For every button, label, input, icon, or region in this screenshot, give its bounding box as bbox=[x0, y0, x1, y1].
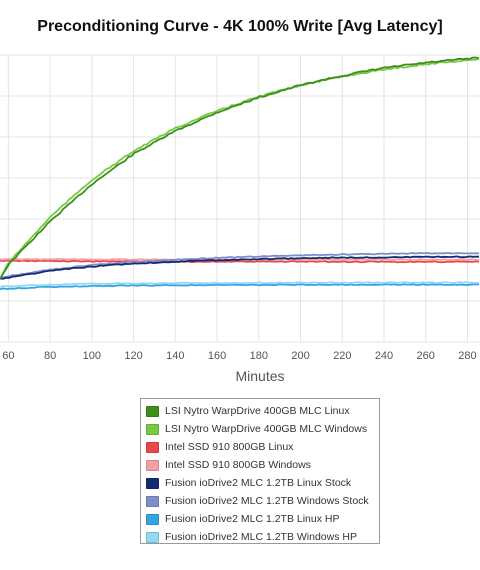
x-tick-label: 220 bbox=[333, 350, 351, 362]
chart-grid bbox=[0, 54, 480, 343]
legend-item[interactable]: Intel SSD 910 800GB Windows bbox=[146, 456, 379, 474]
x-axis-label: Minutes bbox=[235, 368, 285, 384]
x-tick-label: 60 bbox=[2, 350, 14, 362]
x-tick-label: 160 bbox=[208, 350, 226, 362]
x-tick-label: 240 bbox=[375, 350, 393, 362]
legend-swatch bbox=[146, 531, 159, 543]
legend-label: Fusion ioDrive2 MLC 1.2TB Linux Stock bbox=[165, 477, 352, 489]
series-line-2 bbox=[0, 57, 480, 280]
x-tick-label: 280 bbox=[458, 350, 476, 362]
series-line-3 bbox=[0, 259, 480, 264]
series-line-1 bbox=[0, 56, 480, 280]
x-tick-label: 260 bbox=[417, 350, 435, 362]
legend-swatch bbox=[146, 495, 159, 507]
x-tick-label: 100 bbox=[83, 350, 101, 362]
legend-item[interactable]: Fusion ioDrive2 MLC 1.2TB Linux HP bbox=[146, 510, 379, 528]
chart-title: Preconditioning Curve - 4K 100% Write [A… bbox=[37, 18, 443, 35]
legend-label: Fusion ioDrive2 MLC 1.2TB Windows HP bbox=[165, 531, 357, 543]
x-axis-ticks: 60 80 100 120 140 160 180 200 220 240 260 280 bbox=[2, 350, 476, 362]
series-line-7 bbox=[0, 283, 480, 291]
legend-item[interactable]: Fusion ioDrive2 MLC 1.2TB Windows Stock bbox=[146, 492, 379, 510]
x-tick-label: 180 bbox=[250, 350, 268, 362]
legend-swatch bbox=[146, 513, 159, 525]
legend-swatch bbox=[146, 405, 159, 417]
x-tick-label: 140 bbox=[166, 350, 184, 362]
legend-swatch bbox=[146, 441, 159, 453]
series-line-6 bbox=[0, 252, 479, 279]
legend-label: Fusion ioDrive2 MLC 1.2TB Linux HP bbox=[165, 513, 340, 525]
legend-swatch bbox=[146, 459, 159, 471]
legend-swatch bbox=[146, 423, 159, 435]
legend-label: LSI Nytro WarpDrive 400GB MLC Linux bbox=[165, 405, 350, 417]
legend-swatch bbox=[146, 477, 159, 489]
legend-item[interactable]: Fusion ioDrive2 MLC 1.2TB Linux Stock bbox=[146, 474, 379, 492]
x-tick-label: 120 bbox=[124, 350, 142, 362]
legend-item[interactable]: LSI Nytro WarpDrive 400GB MLC Linux bbox=[146, 402, 379, 420]
series-line-8 bbox=[0, 281, 480, 288]
legend-label: LSI Nytro WarpDrive 400GB MLC Windows bbox=[165, 423, 368, 435]
chart-legend: LSI Nytro WarpDrive 400GB MLC Linux LSI N… bbox=[140, 398, 380, 544]
line-chart: 60 80 100 120 140 160 180 200 220 240 260 280 bbox=[0, 54, 480, 362]
legend-label: Intel SSD 910 800GB Linux bbox=[165, 441, 294, 453]
x-tick-label: 80 bbox=[44, 350, 56, 362]
x-tick-label: 200 bbox=[291, 350, 309, 362]
legend-item[interactable]: LSI Nytro WarpDrive 400GB MLC Windows bbox=[146, 420, 379, 438]
legend-item[interactable]: Intel SSD 910 800GB Linux bbox=[146, 438, 379, 456]
chart-series-lines bbox=[0, 56, 480, 291]
legend-item[interactable]: Fusion ioDrive2 MLC 1.2TB Windows HP bbox=[146, 528, 379, 546]
legend-label: Fusion ioDrive2 MLC 1.2TB Windows Stock bbox=[165, 495, 369, 507]
legend-label: Intel SSD 910 800GB Windows bbox=[165, 459, 311, 471]
series-line-5 bbox=[0, 255, 480, 280]
